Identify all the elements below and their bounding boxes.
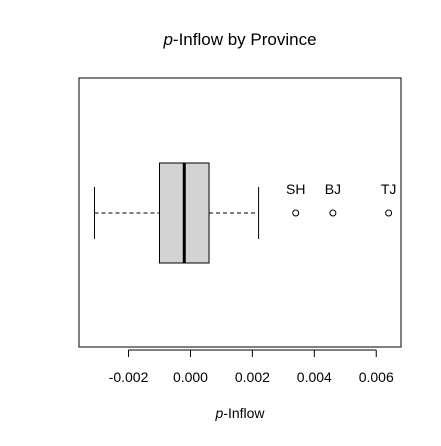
outlier-label-sh: SH bbox=[286, 181, 305, 197]
x-tick-label: 0.004 bbox=[297, 369, 332, 385]
outlier-point-tj bbox=[385, 209, 393, 217]
x-tick-label: -0.002 bbox=[109, 369, 149, 385]
chart-title-italic: p bbox=[162, 30, 172, 49]
x-tick-label: 0.002 bbox=[235, 369, 270, 385]
outlier-point-sh bbox=[292, 209, 300, 217]
x-axis-label: p-Inflow bbox=[214, 405, 265, 421]
plot-frame bbox=[78, 77, 402, 348]
x-tick-label: 0.006 bbox=[359, 369, 394, 385]
x-axis-label-italic: p bbox=[214, 405, 223, 421]
chart-title: p-Inflow by Province bbox=[162, 30, 316, 49]
outlier-label-bj: BJ bbox=[325, 181, 341, 197]
outliers-group: SH BJ TJ bbox=[286, 181, 397, 217]
outlier-label-tj: TJ bbox=[381, 181, 397, 197]
outlier-point-bj bbox=[329, 209, 337, 217]
chart-title-rest: -Inflow by Province bbox=[173, 30, 317, 49]
x-axis-label-rest: -Inflow bbox=[223, 405, 265, 421]
box-group bbox=[93, 162, 260, 264]
x-tick-label: 0.000 bbox=[173, 369, 208, 385]
x-axis: -0.002 0.000 0.002 0.004 0.006 bbox=[109, 349, 394, 385]
